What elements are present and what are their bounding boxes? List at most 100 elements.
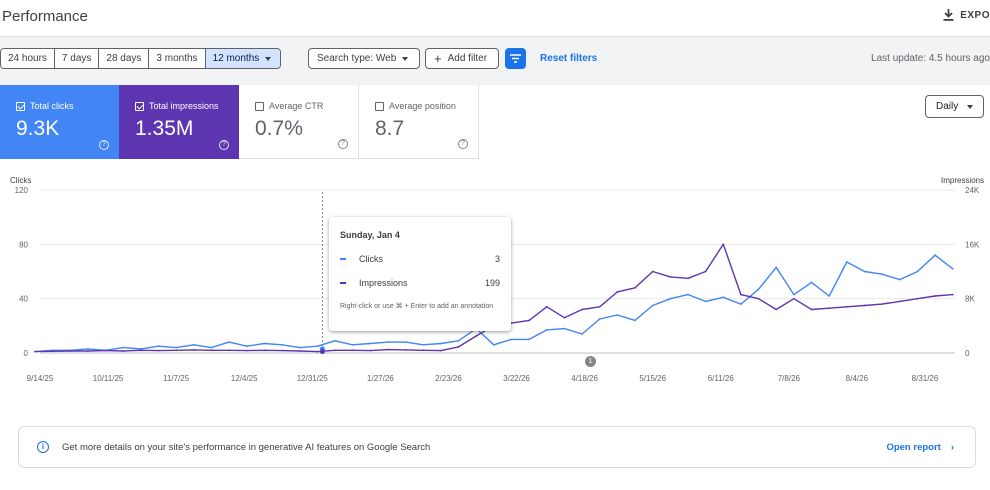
data-point-impressions: [210, 349, 213, 352]
metric-value: 8.7: [375, 117, 405, 140]
data-point-impressions: [404, 349, 407, 351]
page-title: Performance: [2, 8, 88, 25]
data-point-impressions: [87, 350, 89, 352]
data-point-clicks: [122, 346, 125, 349]
tooltip-row-clicks: Clicks 3: [340, 254, 500, 264]
data-point-impressions: [228, 349, 231, 352]
x-tick-label: 7/8/26: [778, 374, 801, 383]
x-tick-label: 5/15/26: [639, 374, 666, 383]
data-point-impressions: [810, 308, 813, 311]
help-icon[interactable]: ?: [458, 139, 468, 149]
open-report-label: Open report: [886, 442, 941, 453]
range-24-hours[interactable]: 24 hours: [1, 49, 55, 68]
y-right-tick-label: 0: [965, 349, 970, 358]
data-point-impressions: [263, 349, 266, 352]
x-tick-label: 2/23/26: [435, 374, 462, 383]
data-point-clicks: [775, 266, 778, 269]
data-point-clicks: [210, 346, 213, 349]
data-point-impressions: [616, 291, 619, 293]
data-point-impressions: [316, 350, 319, 353]
data-point-clicks: [175, 346, 178, 349]
data-point-impressions: [475, 335, 478, 337]
granularity-dropdown[interactable]: Daily: [925, 95, 984, 118]
help-icon[interactable]: ?: [338, 139, 348, 149]
metric-card-average-ctr[interactable]: Average CTR 0.7% ?: [239, 85, 359, 159]
data-point-impressions: [934, 295, 936, 297]
data-point-clicks: [598, 318, 601, 320]
data-point-impressions: [669, 276, 672, 278]
range-7-days[interactable]: 7 days: [54, 49, 100, 68]
ai-features-banner: i Get more details on your site's perfor…: [18, 426, 976, 468]
data-point-impressions: [245, 349, 248, 352]
data-point-impressions: [775, 308, 778, 311]
caret-down-icon: [967, 104, 974, 109]
impressions-swatch: [340, 282, 346, 284]
clicks-swatch: [340, 258, 346, 260]
data-point-clicks: [863, 270, 866, 273]
hover-point-impressions: [319, 349, 325, 355]
data-point-impressions: [192, 349, 195, 351]
range-28-days[interactable]: 28 days: [99, 49, 150, 68]
range-3-months[interactable]: 3 months: [149, 49, 206, 68]
checkbox-unchecked-icon: [375, 101, 384, 111]
banner-text: Get more details on your site's performa…: [62, 442, 431, 453]
checkbox-unchecked-icon: [255, 101, 264, 111]
help-icon[interactable]: ?: [99, 140, 109, 150]
annotation-marker[interactable]: 1: [585, 356, 596, 367]
metric-cards: Total clicks 9.3K ? Total impressions 1.…: [0, 85, 479, 159]
help-icon[interactable]: ?: [219, 140, 229, 150]
search-type-dropdown[interactable]: Search type: Web: [308, 48, 420, 69]
data-point-impressions: [457, 346, 460, 348]
data-point-impressions: [563, 316, 566, 319]
data-point-clicks: [281, 343, 283, 346]
metric-label: Total clicks: [16, 101, 74, 111]
y-left-tick-label: 0: [24, 349, 29, 358]
data-point-clicks: [704, 300, 707, 303]
metric-card-total-clicks[interactable]: Total clicks 9.3K ?: [0, 85, 119, 159]
data-point-clicks: [369, 342, 372, 345]
metric-label: Average position: [375, 101, 456, 111]
add-filter-button[interactable]: + Add filter: [425, 48, 499, 69]
data-point-clicks: [457, 339, 460, 342]
range-12-months[interactable]: 12 months: [205, 49, 281, 68]
metric-card-total-impressions[interactable]: Total impressions 1.35M ?: [119, 85, 239, 159]
data-point-clicks: [87, 348, 89, 350]
right-axis-title: Impressions: [941, 176, 985, 185]
data-point-clicks: [845, 261, 848, 263]
data-point-clicks: [334, 339, 336, 342]
y-left-tick-label: 80: [19, 240, 28, 249]
data-point-impressions: [440, 349, 442, 352]
data-point-clicks: [634, 319, 636, 322]
granularity-label: Daily: [936, 101, 959, 112]
data-point-clicks: [810, 281, 813, 284]
data-point-impressions: [581, 308, 583, 311]
x-tick-label: 8/31/26: [912, 374, 939, 383]
data-point-clicks: [881, 273, 883, 276]
reset-filters-link[interactable]: Reset filters: [540, 53, 598, 64]
open-report-link[interactable]: Open report ›: [886, 442, 954, 453]
data-point-impressions: [916, 297, 919, 300]
metric-value: 9.3K: [16, 117, 60, 140]
data-point-impressions: [740, 293, 742, 296]
data-point-clicks: [793, 293, 795, 296]
data-point-clicks: [492, 343, 495, 346]
metric-card-average-position[interactable]: Average position 8.7 ?: [359, 85, 479, 159]
checkbox-checked-icon: [16, 101, 25, 111]
caret-down-icon: [402, 56, 409, 61]
data-point-impressions: [69, 350, 72, 352]
data-point-impressions: [157, 349, 160, 352]
filter-options-button[interactable]: [505, 48, 526, 69]
data-point-impressions: [140, 349, 142, 352]
data-point-clicks: [422, 343, 425, 346]
data-point-clicks: [828, 295, 831, 297]
data-point-impressions: [598, 305, 601, 308]
tooltip-date: Sunday, Jan 4: [340, 230, 400, 240]
export-button[interactable]: EXPO: [943, 9, 990, 21]
data-point-impressions: [704, 270, 707, 273]
x-tick-label: 8/4/26: [846, 374, 869, 383]
data-point-impressions: [881, 303, 883, 305]
chart-tooltip: Sunday, Jan 4 Clicks 3 Impressions 199 R…: [329, 217, 511, 331]
data-point-impressions: [369, 349, 372, 352]
data-point-impressions: [828, 307, 831, 310]
data-point-clicks: [316, 345, 319, 348]
